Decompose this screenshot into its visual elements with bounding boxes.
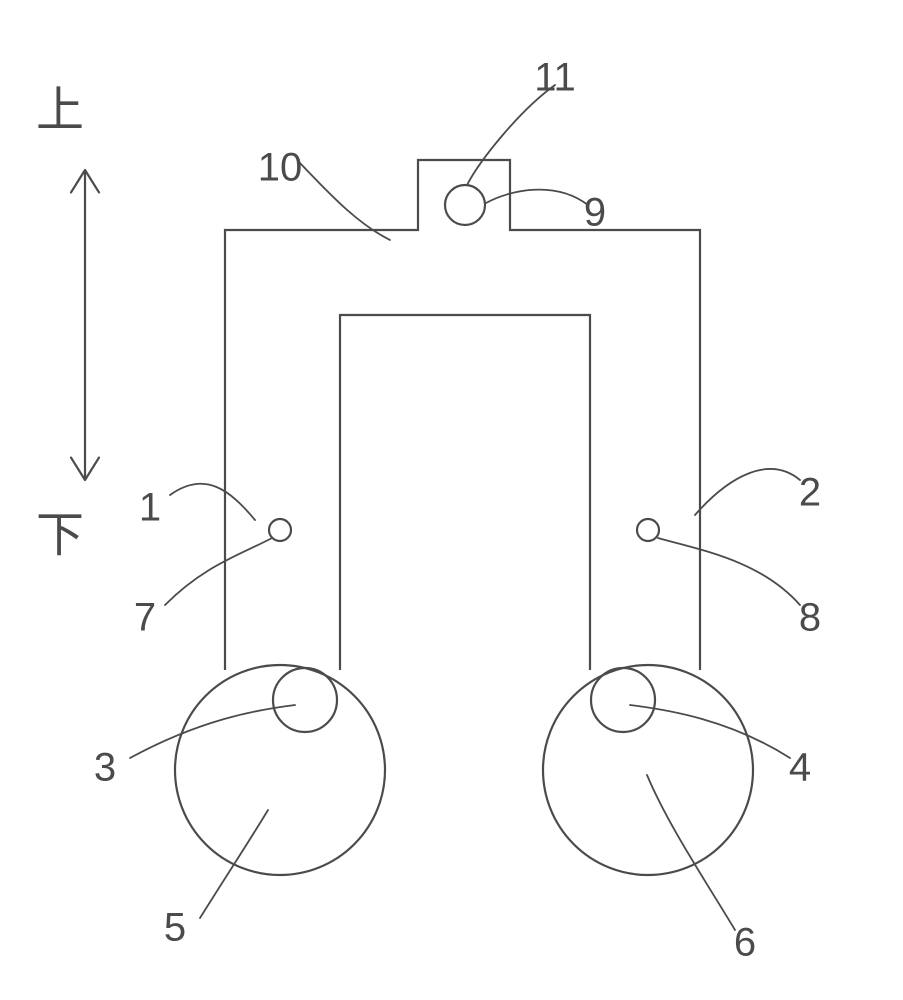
orientation-bottom: 下 xyxy=(36,509,84,562)
label-1: 1 xyxy=(139,486,161,530)
diagram-background xyxy=(0,0,903,1000)
label-6: 6 xyxy=(734,921,756,965)
label-7: 7 xyxy=(134,596,156,640)
label-10: 10 xyxy=(258,146,303,190)
label-3: 3 xyxy=(94,746,116,790)
label-2: 2 xyxy=(799,471,821,515)
label-8: 8 xyxy=(799,596,821,640)
label-5: 5 xyxy=(164,906,186,950)
label-11: 11 xyxy=(534,56,576,100)
orientation-top: 上 xyxy=(36,84,84,137)
label-4: 4 xyxy=(789,746,811,790)
label-9: 9 xyxy=(584,191,606,235)
